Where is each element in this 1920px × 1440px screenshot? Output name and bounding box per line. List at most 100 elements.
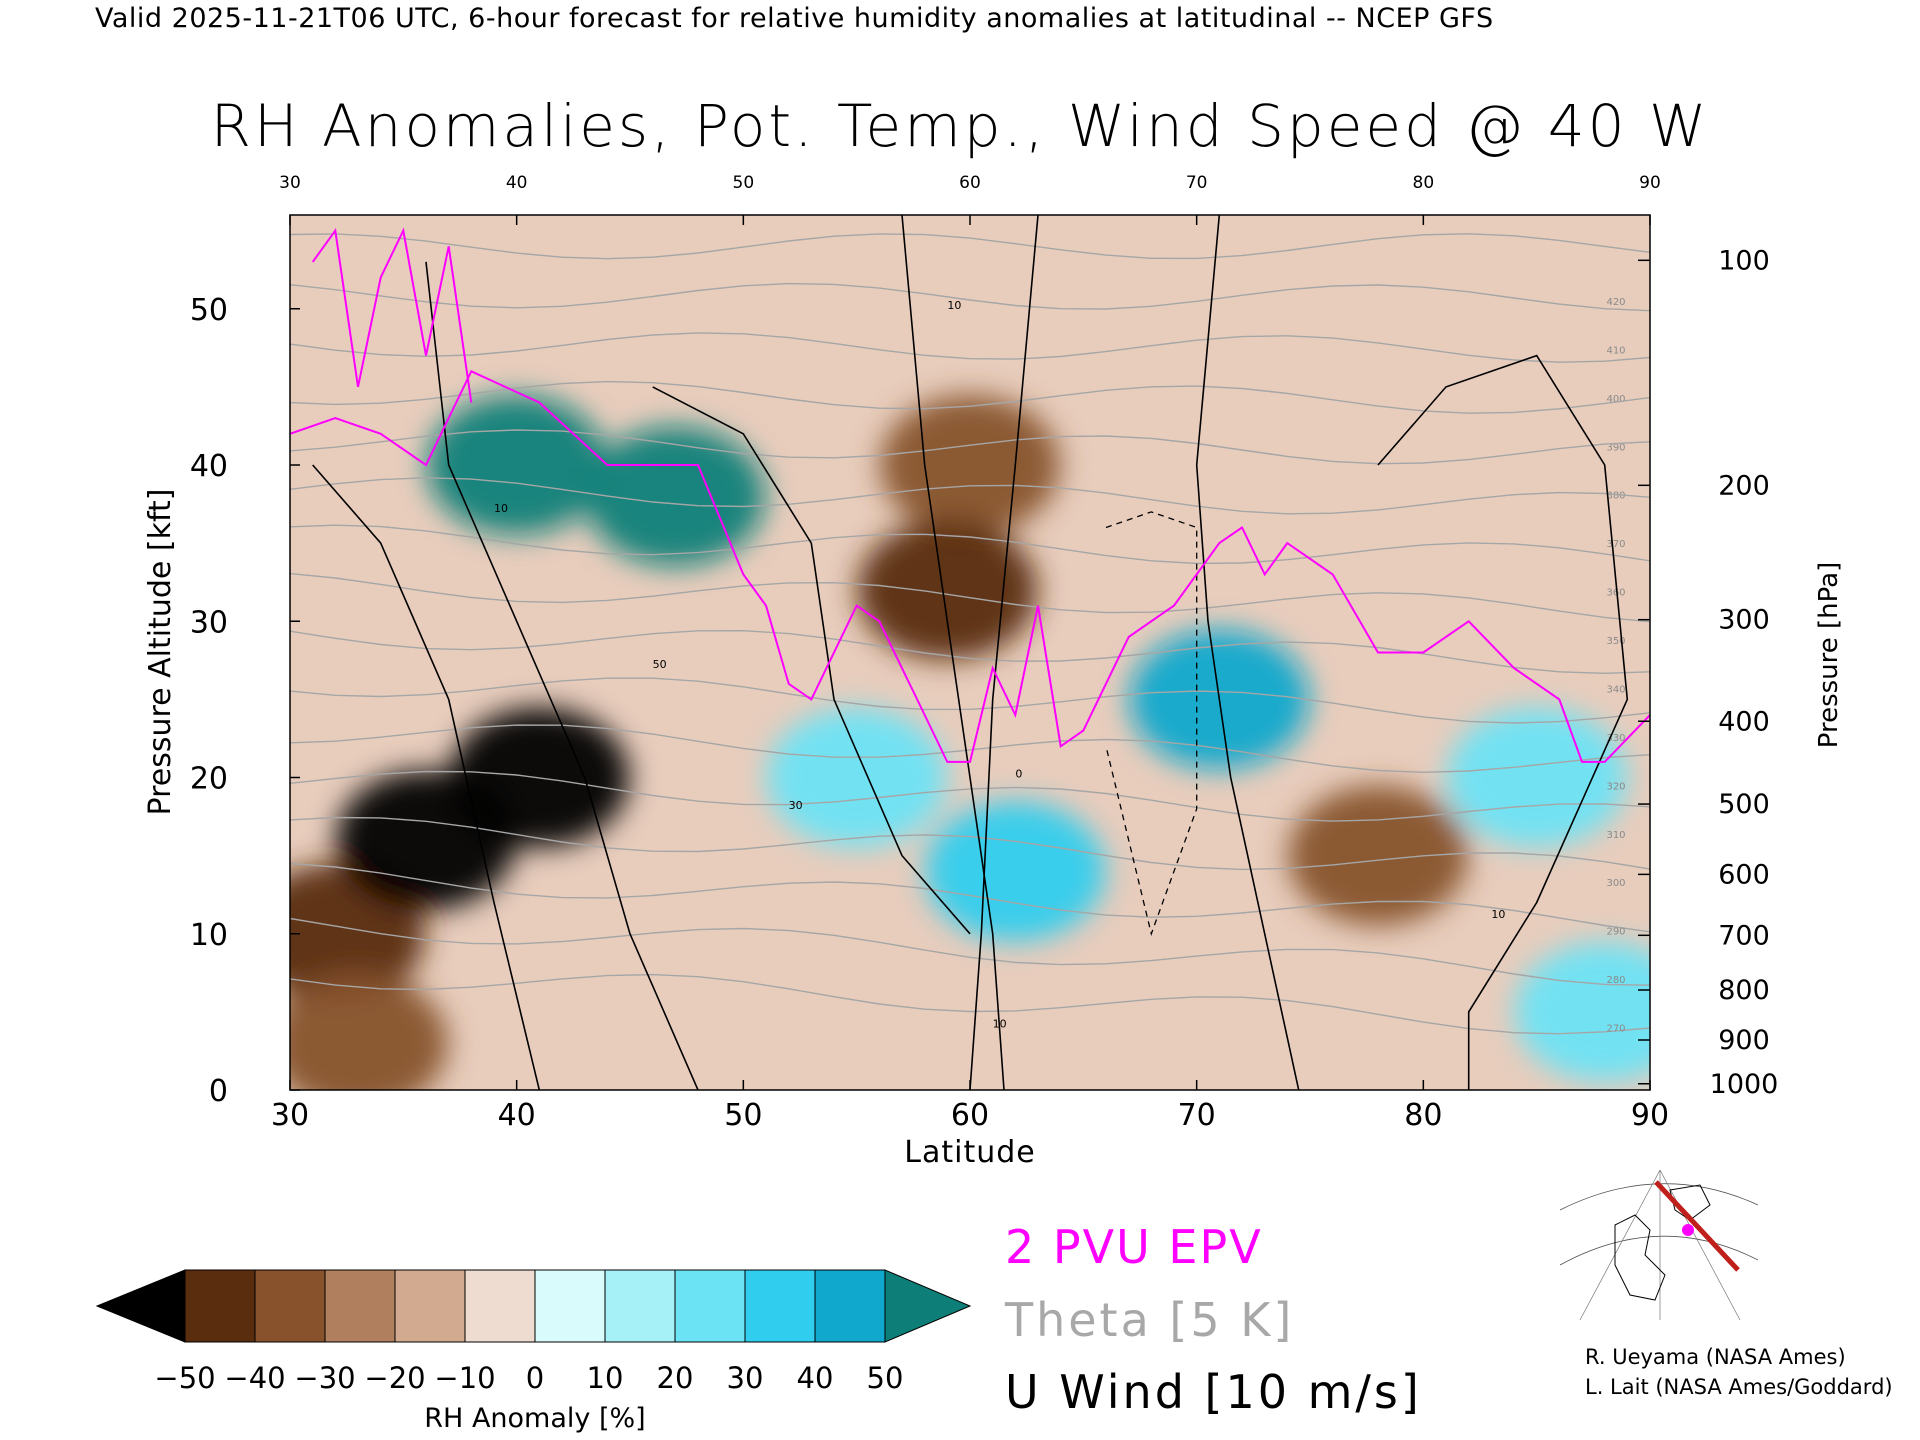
- x-tick-label-top: 70: [1186, 173, 1208, 193]
- x-tick-label-top: 60: [959, 173, 981, 193]
- wind-contour-label: 10: [1491, 908, 1505, 921]
- theta-contour-label: 320: [1606, 781, 1625, 792]
- colorbar-swatch: [534, 1269, 606, 1343]
- y-tick-label: 30: [190, 605, 228, 640]
- x-tick-label: 40: [498, 1098, 536, 1133]
- theta-contour-label: 390: [1606, 442, 1625, 453]
- theta-contour: [290, 816, 1650, 871]
- colorbar-swatch: [254, 1269, 326, 1343]
- x-tick-label-top: 40: [506, 173, 528, 193]
- x-tick-label-top: 30: [279, 173, 301, 193]
- colorbar-tick-label: 0: [526, 1361, 544, 1395]
- colorbar: −50 −40 −30 −20 −10 0 10 20 30 40 50 RH Anomaly [%]: [95, 1269, 972, 1434]
- y-tick-label: 10: [190, 918, 228, 953]
- theta-contour-label: 280: [1606, 975, 1625, 986]
- wind-contour-label: 30: [789, 799, 803, 812]
- x-tick-label-top: 90: [1639, 173, 1661, 193]
- location-map-inset: [1559, 1169, 1759, 1321]
- colorbar-tick-label: 50: [867, 1361, 904, 1395]
- theta-contour: [290, 332, 1650, 363]
- rh-sample: [857, 520, 1038, 660]
- theta-contours: 4204104003903803703603503403303203103002…: [290, 233, 1650, 1035]
- colorbar-under-arrow: [95, 1269, 186, 1343]
- x-tick-label: 80: [1404, 1098, 1442, 1133]
- wind-contour: [901, 215, 1005, 1090]
- y2-axis-label: Pressure [hPa]: [1814, 562, 1844, 749]
- colorbar-tick-label: −20: [364, 1361, 425, 1395]
- colorbar-tick-label: 20: [657, 1361, 694, 1395]
- theta-contour-label: 360: [1606, 588, 1625, 599]
- colorbar-tick-label: −30: [294, 1361, 355, 1395]
- theta-contour-label: 330: [1606, 733, 1625, 744]
- coastline: [1669, 1184, 1711, 1221]
- rh-sample: [766, 707, 947, 848]
- legend-wind: U Wind [10 m/s]: [1005, 1365, 1422, 1419]
- wind-contour-label: 50: [653, 658, 667, 671]
- y-tick-label: 40: [190, 449, 228, 484]
- rh-sample: [585, 426, 766, 567]
- theta-contour-label: 340: [1606, 684, 1625, 695]
- theta-contour: [290, 524, 1650, 565]
- colorbar-swatch: [674, 1269, 746, 1343]
- wind-contour-label: 0: [1015, 768, 1022, 781]
- theta-contour-label: 350: [1606, 636, 1625, 647]
- rh-sample: [1446, 707, 1627, 848]
- forecast-header: Valid 2025-11-21T06 UTC, 6-hour forecast…: [95, 3, 1494, 34]
- theta-contour-label: 370: [1606, 539, 1625, 550]
- colorbar-over-arrow: [884, 1269, 972, 1343]
- plot-axes: 3030404050506060707080809090010203040501…: [143, 173, 1844, 1170]
- wind-contour-label: 10: [993, 1018, 1007, 1031]
- theta-contour: [290, 973, 1650, 1035]
- colorbar-tick-label: −10: [434, 1361, 495, 1395]
- pressure-tick-label: 700: [1718, 920, 1770, 951]
- credit-line: L. Lait (NASA Ames/Goddard): [1585, 1375, 1893, 1399]
- rh-sample: [426, 395, 607, 535]
- colorbar-swatch: [394, 1269, 466, 1343]
- theta-contour: [290, 572, 1650, 623]
- coastline: [1614, 1214, 1666, 1301]
- pressure-tick-label: 500: [1718, 789, 1770, 820]
- epv-line: [290, 369, 1650, 763]
- x-axis-label: Latitude: [904, 1135, 1035, 1170]
- x-tick-label: 60: [951, 1098, 989, 1133]
- wind-contour: [652, 386, 971, 935]
- rh-sample: [925, 801, 1106, 942]
- wind-contour-label: 10: [947, 299, 961, 312]
- colorbar-swatch: [324, 1269, 396, 1343]
- theta-contour: [290, 282, 1650, 312]
- theta-contour: [290, 724, 1650, 774]
- y-tick-label: 50: [190, 293, 228, 328]
- y-axis-label: Pressure Altitude [kft]: [143, 489, 178, 816]
- theta-contour-label: 380: [1606, 491, 1625, 502]
- rh-sample: [1514, 941, 1650, 1082]
- x-tick-label-top: 50: [733, 173, 755, 193]
- wind-contour: [1377, 354, 1629, 1090]
- wind-contour: [312, 464, 541, 1090]
- pressure-tick-label: 100: [1718, 245, 1770, 276]
- theta-contour-label: 420: [1606, 297, 1625, 308]
- colorbar-label: RH Anomaly [%]: [424, 1403, 645, 1434]
- theta-contour-label: 300: [1606, 878, 1625, 889]
- theta-contour-label: 410: [1606, 345, 1625, 356]
- theta-contour: [290, 477, 1650, 515]
- theta-contour: [290, 862, 1650, 933]
- wind-contour-label: 10: [494, 502, 508, 515]
- pressure-tick-label: 300: [1718, 605, 1770, 636]
- wind-contour: [1195, 215, 1300, 1090]
- theta-contour-label: 400: [1606, 394, 1625, 405]
- colorbar-tick-label: 40: [797, 1361, 834, 1395]
- colorbar-swatch: [744, 1269, 816, 1343]
- legend-epv: 2 PVU EPV: [1005, 1220, 1263, 1274]
- theta-contour: [290, 233, 1650, 260]
- graticule-line: [1559, 1235, 1759, 1266]
- theta-contour: [290, 629, 1650, 675]
- location-marker: [1682, 1224, 1694, 1236]
- y-tick-label: 20: [190, 762, 228, 797]
- cross-section-track: [1654, 1180, 1740, 1272]
- colorbar-swatch: [814, 1269, 886, 1343]
- epv-2pvu-contour: [290, 227, 1650, 763]
- colorbar-tick-label: 30: [727, 1361, 764, 1395]
- pressure-tick-label: 800: [1718, 975, 1770, 1006]
- pressure-tick-label: 400: [1718, 706, 1770, 737]
- theta-contour: [290, 917, 1650, 986]
